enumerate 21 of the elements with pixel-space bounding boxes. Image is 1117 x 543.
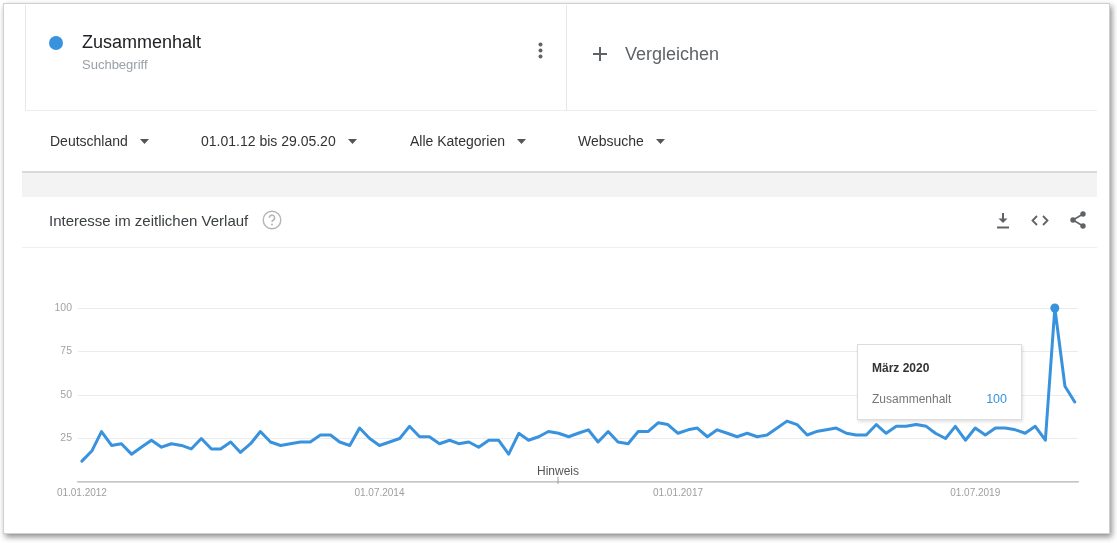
annotation: 100 — [986, 391, 1007, 407]
y-tick-label: 75 — [60, 344, 73, 357]
x-tick-label: 01.07.2019 — [950, 486, 1001, 498]
x-tick-label: 01.01.2017 — [652, 486, 704, 498]
annotation: Hinweis — [536, 464, 580, 478]
x-tick-label: 01.07.2014 — [354, 486, 405, 498]
text: Vergleichen — [625, 43, 720, 65]
legend-label: Zusammenhalt — [82, 32, 202, 53]
y-tick-label: 100 — [54, 300, 73, 313]
y-tick-label: 50 — [60, 387, 73, 400]
text: Suchbegriff — [82, 56, 148, 72]
text: Websuche — [578, 133, 644, 149]
x-tick-label: 01.01.2012 — [56, 486, 108, 498]
tooltip: März 2020 Zusammenhalt 100 — [857, 344, 1022, 420]
annotation: März 2020 — [872, 361, 930, 375]
text: Deutschland — [50, 133, 128, 149]
y-tick-label: 25 — [60, 431, 73, 444]
text: Alle Kategorien — [410, 133, 505, 149]
chart-title: Interesse im zeitlichen Verlauf — [49, 212, 249, 229]
annotation: Zusammenhalt — [872, 392, 952, 406]
text: 01.01.12 bis 29.05.20 — [201, 133, 336, 149]
